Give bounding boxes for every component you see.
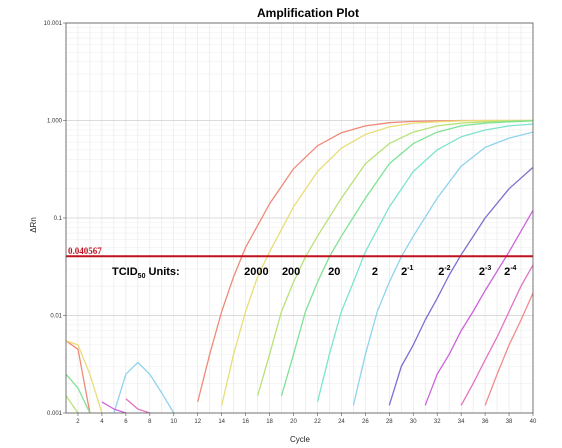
x-tick-label: 6: [124, 419, 128, 425]
dilution-label: 2-3: [479, 265, 491, 278]
x-tick-label: 32: [434, 419, 441, 425]
dilution-label: 2-2: [438, 265, 450, 278]
series-line-16: [101, 401, 127, 413]
tcid50-label: TCID50 Units:: [112, 266, 180, 280]
x-tick-label: 30: [410, 419, 417, 425]
x-tick-label: 24: [338, 419, 345, 425]
x-tick-label: 2: [76, 419, 80, 425]
series-group: [66, 119, 533, 413]
chart-title: Amplification Plot: [257, 6, 359, 20]
series-line-7: [388, 166, 533, 406]
x-tick-label: 40: [530, 419, 537, 425]
dilution-label: 2000: [244, 266, 268, 278]
x-tick-label: 10: [170, 419, 177, 425]
x-tick-label: 34: [458, 419, 465, 425]
series-line-15: [113, 361, 175, 413]
x-tick-label: 26: [362, 419, 369, 425]
series-line-11: [66, 340, 91, 413]
series-line-17: [125, 398, 151, 413]
series-line-3: [256, 119, 533, 396]
y-tick-label: 1.000: [47, 119, 63, 125]
y-tick-label: 0.1: [54, 216, 63, 222]
dilution-label: 2-4: [504, 265, 516, 278]
x-tick-label: 4: [100, 419, 104, 425]
series-line-5: [316, 123, 533, 403]
series-line-8: [424, 209, 533, 406]
series-line-6: [352, 131, 533, 406]
grid: [65, 22, 534, 414]
series-line-12: [66, 340, 103, 413]
x-tick-label: 22: [314, 419, 321, 425]
series-line-10: [484, 292, 533, 406]
dilution-label: 2-1: [401, 265, 413, 278]
x-tick-label: 28: [386, 419, 393, 425]
y-axis-title: ΔRn: [29, 217, 38, 233]
x-tick-label: 20: [290, 419, 297, 425]
x-tick-label: 16: [242, 419, 249, 425]
x-tick-label: 8: [148, 419, 152, 425]
x-axis-title: Cycle: [290, 435, 311, 444]
dilution-label: 20: [328, 266, 340, 278]
y-tick-label: 0.01: [50, 314, 62, 320]
y-tick-label: 10.001: [44, 21, 63, 27]
x-tick-label: 18: [266, 419, 273, 425]
dilution-label: 2: [372, 266, 378, 278]
x-tick-label: 12: [194, 419, 201, 425]
series-line-13: [66, 373, 91, 413]
x-tick-label: 38: [506, 419, 513, 425]
series-line-9: [460, 264, 533, 406]
series-line-2: [221, 119, 533, 406]
x-tick-label: 14: [218, 419, 225, 425]
dilution-label: 200: [282, 266, 300, 278]
x-tick-label: 36: [482, 419, 489, 425]
series-line-4: [280, 120, 533, 396]
series-line-14: [66, 395, 79, 413]
threshold-label: 0.040567: [68, 246, 102, 256]
y-tick-label: 0.001: [47, 411, 63, 417]
